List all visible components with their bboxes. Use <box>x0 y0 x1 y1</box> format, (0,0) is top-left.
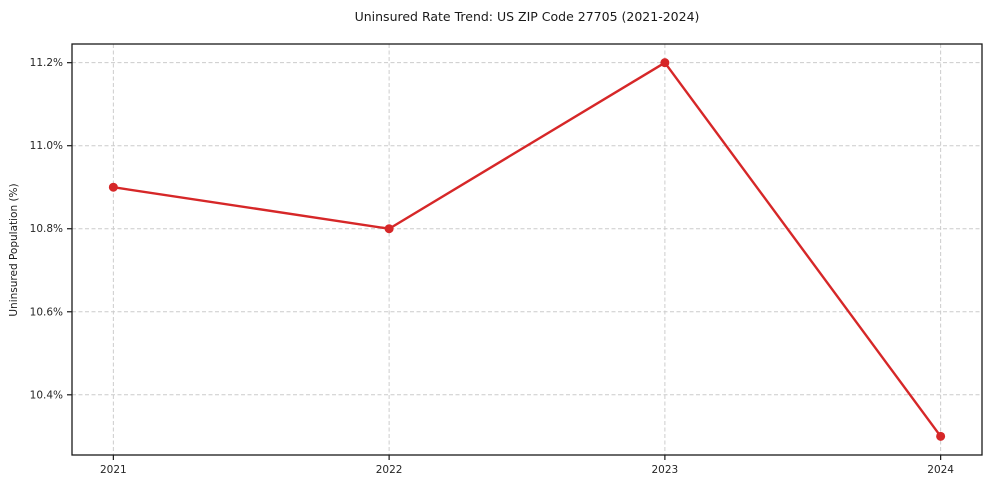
data-point-marker <box>384 224 394 234</box>
y-tick-label: 11.0% <box>30 140 63 152</box>
trend-line <box>112 61 942 438</box>
axes-box <box>71 43 983 456</box>
data-point-marker <box>108 182 118 192</box>
y-tick-label: 10.4% <box>30 389 63 401</box>
x-tick-label: 2024 <box>927 464 954 476</box>
data-point-marker <box>936 431 946 441</box>
x-tick-label: 2021 <box>100 464 127 476</box>
x-tick-label: 2022 <box>376 464 403 476</box>
chart-title: Uninsured Rate Trend: US ZIP Code 27705 … <box>354 9 700 24</box>
data-point-marker <box>660 58 670 68</box>
y-tick-label: 10.6% <box>30 306 63 318</box>
y-tick-label: 11.2% <box>30 57 63 69</box>
x-tick-label: 2023 <box>652 464 679 476</box>
y-tick-label: 10.8% <box>30 223 63 235</box>
